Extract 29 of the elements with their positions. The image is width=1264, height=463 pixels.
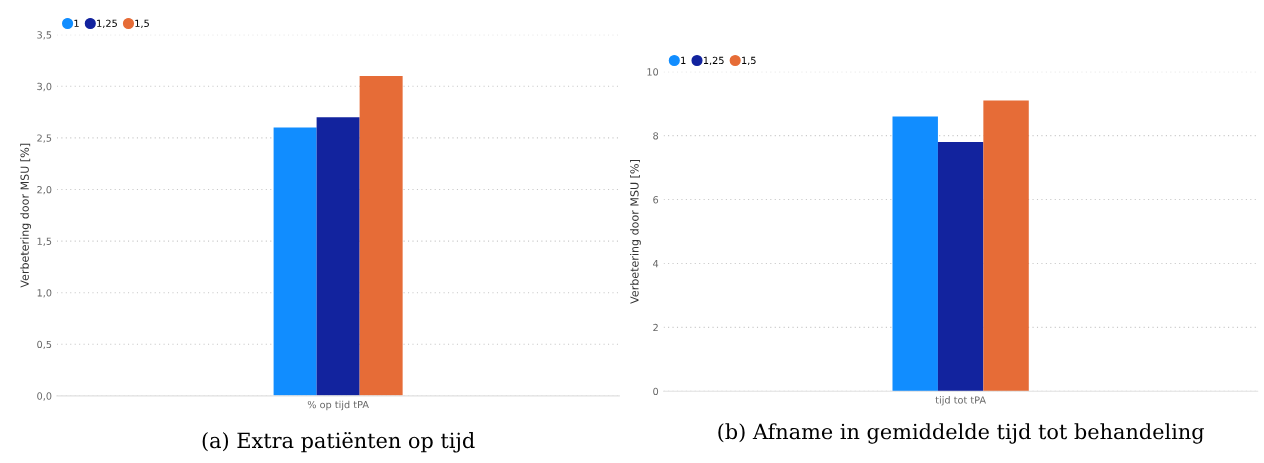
y-tick-label: 0,0: [37, 392, 52, 401]
legend-label: 1,25: [703, 56, 724, 66]
legend-label: 1: [681, 56, 686, 64]
y-tick-label: 1,0: [37, 289, 52, 298]
y-tick-label: 2,0: [37, 185, 52, 195]
x-tick-label: % op tijd tPA: [307, 400, 369, 411]
y-tick-label: 8: [653, 132, 659, 140]
y-tick-label: 2,5: [37, 134, 52, 143]
legend-label: 1: [74, 19, 79, 27]
text: (a) Extra patiënten op tijd: [202, 431, 475, 453]
y-axis-title: Verbetering door MSU [%]: [20, 143, 31, 288]
x-tick-label: tijd tot tPA: [935, 396, 986, 406]
y-axis-title: Verbetering door MSU [%]: [630, 160, 641, 304]
y-tick-label: 3,5: [37, 31, 52, 40]
bar: [359, 76, 403, 396]
bar: [316, 117, 360, 396]
text: (b) Afname in gemiddelde tijd tot behandeling: [718, 423, 1204, 444]
y-tick-label: 0,5: [37, 340, 52, 350]
y-tick-label: 0: [653, 387, 659, 396]
y-tick-label: 1,5: [37, 237, 52, 246]
legend-label: 1,5: [742, 56, 756, 66]
legend-label: 1,5: [135, 19, 149, 28]
y-tick-label: 3,0: [37, 82, 52, 92]
y-tick-label: 2: [653, 323, 658, 332]
y-tick-label: 6: [653, 196, 659, 204]
y-tick-label: 4: [653, 260, 659, 268]
y-tick-label: 10: [647, 68, 659, 76]
legend-label: 1,25: [97, 19, 117, 28]
bar: [273, 127, 317, 396]
